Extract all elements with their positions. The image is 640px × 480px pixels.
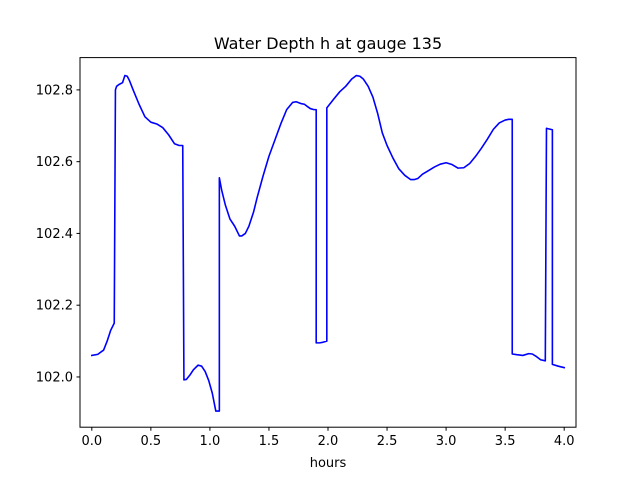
y-tick-label: 102.2 [36, 299, 73, 314]
series-layer [90, 74, 566, 412]
y-tick-label: 102.8 [36, 83, 73, 98]
x-tick-label: 1.0 [200, 434, 221, 449]
x-axis-label: hours [310, 456, 347, 471]
plot-area [79, 57, 577, 428]
x-tick-label: 0.0 [81, 434, 102, 449]
x-tick-label: 0.5 [141, 434, 162, 449]
y-tick-label: 102.0 [36, 370, 73, 385]
series-line [90, 74, 566, 412]
x-tick-label: 2.0 [318, 434, 339, 449]
x-tick-label: 1.5 [259, 434, 280, 449]
y-axis: 102.0 102.2 102.4 102.6 102.8 [36, 83, 80, 385]
y-tick-label: 102.6 [36, 155, 73, 170]
x-tick-label: 3.5 [495, 434, 516, 449]
x-tick-label: 2.5 [377, 434, 398, 449]
x-tick-label: 4.0 [554, 434, 575, 449]
x-tick-label: 3.0 [436, 434, 457, 449]
chart-title: Water Depth h at gauge 135 [214, 34, 442, 53]
x-axis: 0.0 0.5 1.0 1.5 2.0 2.5 3.0 3.5 4.0 [81, 427, 575, 449]
plot-background [80, 57, 576, 428]
y-tick-label: 102.4 [36, 227, 73, 242]
